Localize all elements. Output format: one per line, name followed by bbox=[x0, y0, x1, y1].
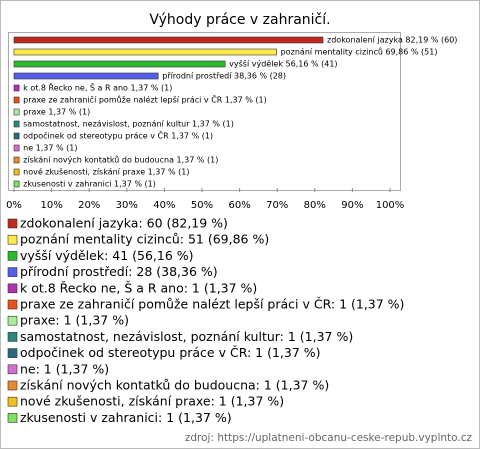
x-tick-label: 30% bbox=[116, 200, 138, 211]
x-tick-label: 100% bbox=[376, 200, 405, 211]
x-tick-label: 0% bbox=[6, 200, 22, 211]
legend-label: poznání mentality cizinců: 51 (69,86 %) bbox=[20, 232, 269, 247]
value-label: zkusenosti v zahranici 1,37 % (1) bbox=[23, 180, 156, 189]
legend-label: praxe: 1 (1,37 %) bbox=[20, 313, 129, 328]
legend-label: nové zkušenosti, získání praxe: 1 (1,37 … bbox=[20, 394, 284, 409]
bar bbox=[13, 48, 277, 56]
bar bbox=[13, 120, 20, 128]
bar bbox=[13, 72, 159, 80]
bar bbox=[13, 36, 324, 44]
source: zdroj: https://uplatneni-obcanu-ceske-re… bbox=[185, 432, 473, 444]
x-tick-label: 70% bbox=[266, 200, 288, 211]
plot-frame bbox=[8, 32, 401, 191]
value-label: přírodní prostředí 38,36 % (28) bbox=[162, 72, 286, 81]
x-tick-label: 50% bbox=[191, 200, 213, 211]
bar bbox=[13, 168, 20, 176]
legend-swatch bbox=[7, 332, 18, 342]
legend-label: vyšší výdělek: 41 (56,16 %) bbox=[20, 248, 194, 263]
bar bbox=[13, 84, 20, 92]
x-tick-label: 40% bbox=[153, 200, 175, 211]
legend-label: zkusenosti v zahranici: 1 (1,37 %) bbox=[20, 410, 232, 425]
x-tick-label: 90% bbox=[341, 200, 363, 211]
legend-label: přírodní prostředí: 28 (38,36 %) bbox=[20, 264, 218, 279]
legend-swatch bbox=[7, 396, 18, 407]
legend-label: samostatnost, nezávislost, poznání kultu… bbox=[20, 329, 353, 344]
bar bbox=[13, 60, 226, 68]
value-label: k ot.8 Řecko ne, Š a R ano 1,37 % (1) bbox=[23, 82, 172, 93]
chart-title: Výhody práce v zahraničí. bbox=[149, 12, 330, 28]
bar bbox=[13, 132, 20, 140]
value-label: poznání mentality cizinců 69,86 % (51) bbox=[281, 47, 438, 57]
value-label: praxe 1,37 % (1) bbox=[23, 108, 90, 117]
bar bbox=[13, 180, 20, 188]
legend-swatch bbox=[7, 348, 18, 358]
bar bbox=[13, 108, 20, 116]
legend-label: ne: 1 (1,37 %) bbox=[20, 361, 109, 376]
value-label: samostatnost, nezávislost, poznání kultu… bbox=[23, 120, 234, 129]
legend-swatch bbox=[7, 283, 18, 294]
bar bbox=[13, 156, 20, 164]
bar bbox=[13, 96, 20, 104]
x-tick-label: 80% bbox=[304, 200, 326, 211]
legend-swatch bbox=[7, 234, 18, 245]
x-tick-label: 20% bbox=[78, 200, 100, 211]
value-label: zdokonalení jazyka 82,19 % (60) bbox=[327, 36, 457, 45]
legend-swatch bbox=[7, 364, 18, 375]
value-label: odpočinek od stereotypu práce v ČR 1,37 … bbox=[23, 130, 213, 141]
legend-swatch bbox=[7, 218, 18, 229]
value-label: nové zkušenosti, získání praxe 1,37 % (1… bbox=[23, 167, 189, 177]
legend-swatch bbox=[7, 413, 18, 423]
legend-swatch bbox=[7, 380, 18, 391]
legend-label: získání nových kontatků do budoucna: 1 (… bbox=[20, 378, 329, 393]
legend-swatch bbox=[7, 299, 18, 310]
value-label: získání nových kontatků do budoucna 1,37… bbox=[23, 155, 218, 165]
legend-label: k ot.8 Řecko ne, Š a R ano: 1 (1,37 %) bbox=[20, 280, 257, 295]
legend-swatch bbox=[7, 315, 18, 326]
legend-swatch bbox=[7, 251, 18, 261]
x-tick-label: 60% bbox=[228, 200, 250, 211]
value-label: vyšší výdělek 56,16 % (41) bbox=[229, 59, 337, 69]
legend-label: praxe ze zahraničí pomůže nalézt lepší p… bbox=[20, 297, 404, 312]
value-label: praxe ze zahraničí pomůže nalézt lepší p… bbox=[23, 94, 267, 105]
x-tick-label: 10% bbox=[40, 200, 62, 211]
legend-label: zdokonalení jazyka: 60 (82,19 %) bbox=[20, 216, 228, 231]
bar bbox=[13, 144, 20, 152]
value-label: ne 1,37 % (1) bbox=[23, 144, 77, 153]
legend-label: odpočinek od stereotypu práce v ČR: 1 (1… bbox=[20, 345, 321, 360]
legend-swatch bbox=[7, 267, 18, 277]
